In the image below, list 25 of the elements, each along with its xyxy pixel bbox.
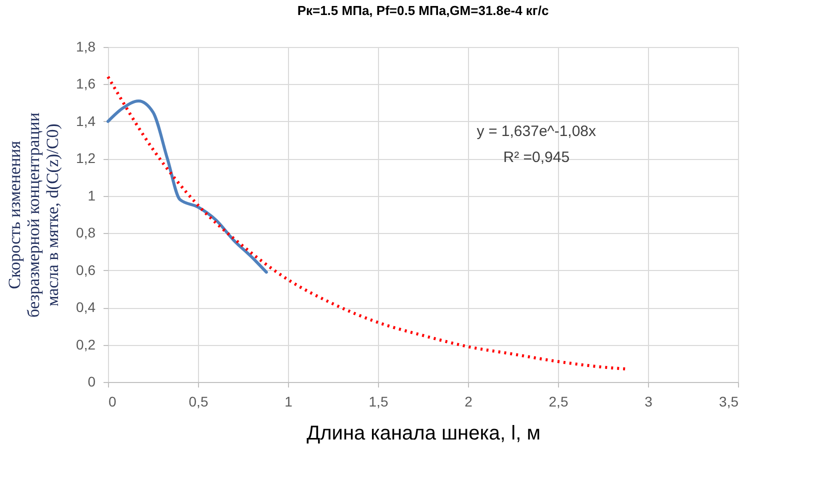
y-axis-title: Скорость изменения безразмерной концентрации масла в мятке, d(C(z)/C0): [5, 112, 62, 318]
y-tick-label: 1,6: [76, 76, 96, 92]
x-tick-label: 0: [108, 394, 116, 410]
y-tick-label: 1,2: [76, 150, 96, 166]
y-tick-label: 0,2: [76, 336, 96, 352]
x-tick-label: 2: [464, 394, 473, 410]
x-axis-title: Длина канала шнека, l, м: [306, 422, 540, 444]
y-tick-label: 1: [88, 187, 96, 204]
y-tick-label: 1,4: [76, 112, 96, 129]
y-tick-label: 0,6: [76, 262, 96, 278]
x-tick-label: 3: [644, 394, 653, 410]
x-tick-label: 0,5: [188, 394, 208, 410]
y-tick-label: 0,4: [76, 299, 96, 316]
annotation: y = 1,637e^-1,08x: [476, 122, 596, 140]
x-tick-label: 1,5: [368, 394, 388, 410]
x-tick-label: 3,5: [719, 394, 739, 410]
x-tick-label: 2,5: [548, 394, 568, 410]
y-tick-label: 1,8: [76, 38, 96, 54]
line-series: [106, 75, 628, 370]
annotation: R² =0,945: [503, 148, 570, 166]
x-tick-label: 1: [284, 394, 293, 410]
chart-title: Pк=1.5 МПа, Pf=0.5 МПа,GM=31.8e-4 кг/с: [297, 3, 549, 18]
line-series: [106, 99, 268, 274]
y-tick-label: 0: [88, 374, 96, 390]
y-tick-label: 0,8: [76, 224, 96, 241]
